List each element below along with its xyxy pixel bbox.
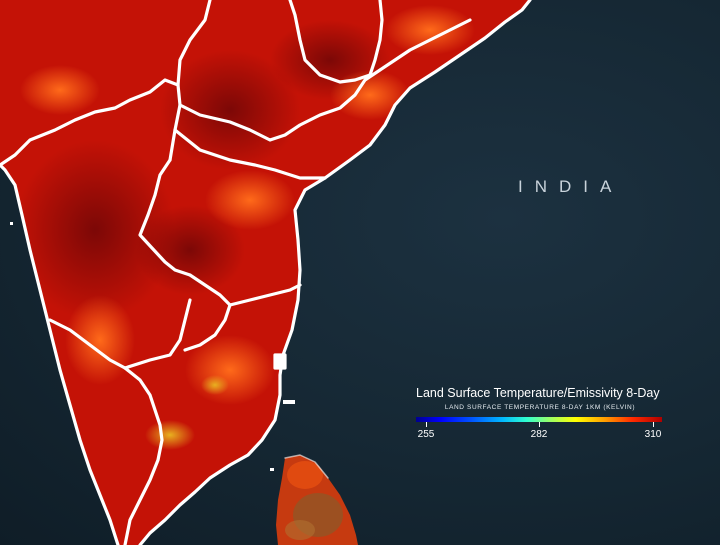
tamilnadu-kerala-boundary: [123, 366, 164, 545]
puducherry-marker: [273, 353, 287, 370]
karnataka-tamilnadu-boundary: [188, 273, 302, 307]
karnataka-andhra-boundary: [173, 128, 327, 180]
maharashtra-telangana-boundary: [168, 0, 212, 162]
land-mass-india: [0, 0, 530, 545]
kerala-karnataka-boundary: [48, 318, 127, 370]
tick-label-mid: 282: [530, 429, 548, 440]
telangana-west-boundary: [138, 158, 192, 277]
west-coast-boundary: [0, 163, 120, 545]
state-boundaries: [0, 0, 532, 545]
coastline-boundary: [138, 0, 532, 545]
chhattisgarh-odisha-boundary: [288, 0, 372, 84]
coastal-islands: [10, 222, 295, 471]
sri-lanka-coast: [284, 454, 329, 479]
legend-subtitle: land surface temperature 8-day 1km (Kelv…: [444, 404, 636, 411]
karnataka-north-boundary: [0, 78, 180, 167]
tick-label-min: 255: [417, 429, 435, 440]
odisha-boundary: [368, 0, 384, 77]
land-mass-sri-lanka: [276, 455, 358, 545]
country-label: INDIA: [518, 177, 624, 196]
legend-color-scale: [416, 417, 662, 422]
tamilnadu-north-boundary: [183, 303, 232, 352]
tick-max: [653, 422, 654, 427]
telangana-andhra-boundary: [178, 18, 472, 142]
tick-min: [426, 422, 427, 427]
tick-mid: [539, 422, 540, 427]
tick-label-max: 310: [644, 429, 662, 440]
legend-title: Land Surface Temperature/Emissivity 8-Da…: [416, 386, 660, 400]
temperature-legend: Land Surface Temperature/Emissivity 8-Da…: [416, 386, 664, 442]
legend-ticks: 255 282 310: [416, 422, 662, 442]
karnataka-southern-boundary: [123, 298, 192, 370]
